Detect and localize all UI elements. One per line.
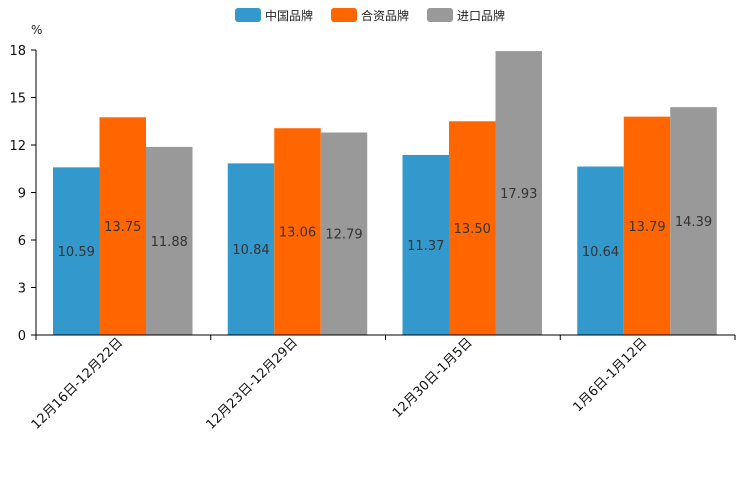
legend: 中国品牌 合资品牌 进口品牌 — [235, 8, 505, 23]
y-tick-label: 12 — [9, 139, 26, 154]
bar-1-2 — [99, 117, 146, 336]
bar-2-3 — [320, 132, 368, 335]
value-label-3-1: 11.37 — [407, 239, 444, 254]
value-label-4-3: 14.39 — [675, 215, 712, 230]
legend-swatch-2 — [331, 8, 357, 22]
bar-4-2 — [623, 116, 671, 336]
value-label-4-2: 13.79 — [628, 220, 665, 235]
x-category-label-2: 12月23日-12月29日 — [203, 335, 300, 432]
x-category-label-1: 12月16日-12月22日 — [29, 335, 126, 432]
y-axis-unit-label: % — [31, 23, 42, 37]
bars — [53, 51, 717, 336]
bar-2-1 — [227, 163, 275, 335]
legend-label-3: 进口品牌 — [457, 9, 505, 23]
bar-2-2 — [274, 128, 321, 335]
value-labels: 10.59 13.75 11.88 10.84 13.06 12.79 11.37 13.50… — [58, 187, 712, 260]
y-tick-label: 0 — [18, 329, 26, 344]
x-axis: 12月16日-12月22日 12月23日-12月29日 12月30日-1月5日 1月6… — [29, 334, 736, 433]
bar-3-2 — [449, 121, 496, 335]
legend-swatch-1 — [235, 8, 261, 22]
x-category-label-3: 12月30日-1月5日 — [390, 335, 476, 421]
y-axis: 0 3 6 9 12 15 18 — [9, 44, 37, 344]
value-label-3-2: 13.50 — [454, 222, 491, 237]
value-label-2-3: 12.79 — [325, 228, 362, 243]
legend-label-2: 合资品牌 — [361, 8, 409, 23]
legend-swatch-3 — [427, 8, 453, 22]
bar-3-3 — [495, 51, 542, 335]
x-category-label-4: 1月6日-1月12日 — [571, 335, 651, 415]
bar-1-3 — [146, 146, 193, 335]
y-tick-label: 3 — [18, 282, 26, 297]
legend-label-1: 中国品牌 — [265, 8, 313, 23]
bar-4-1 — [577, 166, 624, 335]
value-label-1-3: 11.88 — [151, 235, 188, 250]
y-tick-label: 15 — [9, 92, 26, 107]
value-label-4-1: 10.64 — [582, 245, 619, 260]
bar-3-1 — [402, 154, 449, 335]
y-tick-label: 9 — [18, 187, 26, 202]
value-label-1-1: 10.59 — [58, 245, 95, 260]
bar-4-3 — [670, 107, 717, 336]
value-label-1-2: 13.75 — [104, 220, 141, 235]
value-label-3-3: 17.93 — [500, 187, 537, 202]
value-label-2-2: 13.06 — [279, 226, 316, 241]
bar-1-1 — [53, 167, 100, 335]
y-tick-label: 6 — [18, 234, 26, 249]
y-tick-label: 18 — [9, 44, 26, 59]
value-label-2-1: 10.84 — [232, 243, 269, 258]
